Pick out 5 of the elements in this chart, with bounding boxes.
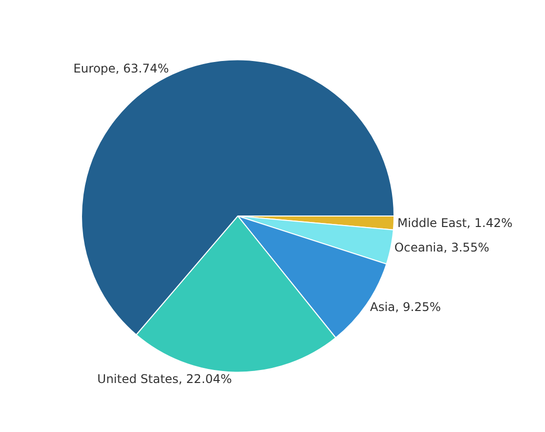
slice-label: United States, 22.04%	[97, 372, 232, 386]
slice-label: Middle East, 1.42%	[397, 216, 512, 230]
slice-label: Oceania, 3.55%	[394, 240, 490, 254]
slice-label: Asia, 9.25%	[370, 300, 441, 314]
slice-label: Europe, 63.74%	[73, 61, 169, 76]
